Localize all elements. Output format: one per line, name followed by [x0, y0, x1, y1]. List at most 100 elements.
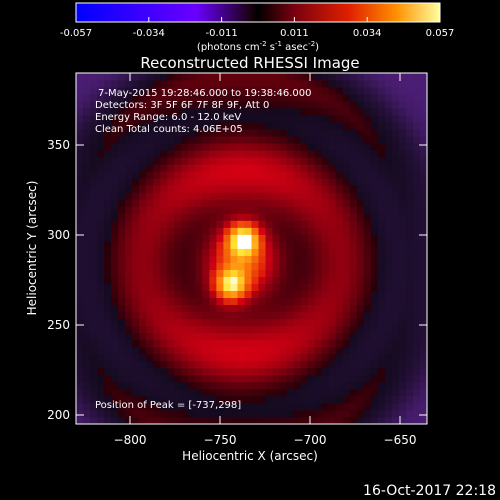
heatmap-cell — [272, 269, 280, 277]
heatmap-cell — [118, 129, 126, 137]
heatmap-cell — [104, 283, 112, 292]
heatmap-cell — [125, 227, 133, 235]
heatmap-cell — [174, 150, 182, 158]
heatmap-cell — [118, 206, 126, 214]
heatmap-cell — [139, 164, 147, 172]
heatmap-cell — [265, 143, 273, 151]
heatmap-cell — [412, 94, 421, 102]
heatmap-cell — [146, 115, 154, 123]
heatmap-cell — [188, 206, 196, 214]
heatmap-cell — [202, 227, 210, 235]
heatmap-cell — [237, 150, 245, 158]
heatmap-cell — [160, 332, 168, 341]
heatmap-cell — [244, 255, 252, 263]
heatmap-cell — [237, 241, 245, 249]
heatmap-cell — [132, 94, 140, 102]
heatmap-cell — [202, 178, 210, 186]
heatmap-cell — [391, 122, 400, 130]
heatmap-cell — [258, 73, 266, 81]
heatmap-cell — [111, 395, 119, 404]
heatmap-cell — [377, 220, 386, 228]
heatmap-cell — [398, 220, 407, 228]
heatmap-cell — [370, 346, 379, 355]
heatmap-cell — [83, 171, 91, 179]
heatmap-cell — [314, 318, 323, 327]
heatmap-cell — [265, 87, 273, 95]
heatmap-cell — [132, 269, 140, 277]
heatmap-cell — [195, 388, 203, 397]
heatmap-cell — [377, 185, 386, 193]
heatmap-cell — [223, 283, 231, 292]
heatmap-cell — [181, 297, 189, 306]
heatmap-cell — [230, 409, 238, 418]
heatmap-cell — [272, 304, 280, 313]
heatmap-cell — [216, 164, 224, 172]
heatmap-cell — [160, 206, 168, 214]
heatmap-cell — [97, 367, 105, 376]
heatmap-cell — [76, 262, 84, 270]
heatmap-cell — [244, 395, 252, 404]
heatmap-cell — [314, 234, 323, 242]
heatmap-cell — [265, 360, 273, 369]
heatmap-cell — [258, 178, 266, 186]
heatmap-cell — [244, 87, 252, 95]
heatmap-cell — [174, 360, 182, 369]
heatmap-cell — [391, 143, 400, 151]
heatmap-cell — [321, 129, 330, 137]
heatmap-cell — [251, 374, 259, 383]
heatmap-cell — [321, 367, 330, 376]
colorbar-tick-label: -0.034 — [133, 28, 165, 39]
heatmap-cell — [230, 199, 238, 207]
heatmap-cell — [195, 185, 203, 193]
heatmap-cell — [223, 80, 231, 88]
heatmap-cell — [279, 262, 287, 270]
heatmap-cell — [111, 101, 119, 109]
heatmap-cell — [209, 206, 217, 214]
heatmap-cell — [104, 402, 112, 411]
heatmap-cell — [398, 87, 407, 95]
heatmap-cell — [363, 80, 372, 88]
heatmap-cell — [181, 346, 189, 355]
heatmap-cell — [251, 360, 259, 369]
heatmap-cell — [258, 150, 266, 158]
heatmap-cell — [111, 311, 119, 320]
heatmap-cell — [272, 339, 280, 348]
heatmap-cell — [195, 178, 203, 186]
heatmap-cell — [153, 94, 161, 102]
heatmap-cell — [307, 122, 316, 130]
heatmap-cell — [251, 185, 259, 193]
heatmap-cell — [181, 122, 189, 130]
heatmap-cell — [258, 136, 266, 144]
heatmap-cell — [174, 395, 182, 404]
heatmap-cell — [188, 276, 196, 284]
heatmap-cell — [321, 143, 330, 151]
heatmap-cell — [83, 290, 91, 299]
heatmap-cell — [202, 87, 210, 95]
heatmap-cell — [293, 311, 302, 320]
heatmap-cell — [216, 220, 224, 228]
heatmap-cell — [335, 108, 344, 116]
heatmap-cell — [216, 185, 224, 193]
heatmap-cell — [307, 318, 316, 327]
heatmap-cell — [265, 108, 273, 116]
heatmap-cell — [195, 416, 203, 424]
heatmap-cell — [174, 136, 182, 144]
heatmap-cell — [363, 220, 372, 228]
heatmap-cell — [139, 115, 147, 123]
heatmap-cell — [293, 304, 302, 313]
heatmap-cell — [160, 381, 168, 390]
heatmap-cell — [391, 164, 400, 172]
heatmap-cell — [370, 290, 379, 299]
heatmap-cell — [209, 157, 217, 165]
heatmap-cell — [419, 262, 427, 270]
heatmap-cell — [342, 241, 351, 249]
heatmap-cell — [202, 318, 210, 327]
heatmap-cell — [286, 171, 295, 179]
heatmap-cell — [279, 94, 287, 102]
heatmap-cell — [300, 262, 309, 270]
heatmap-cell — [286, 150, 295, 158]
heatmap-cell — [188, 164, 196, 172]
heatmap-cell — [125, 94, 133, 102]
heatmap-cell — [391, 80, 400, 88]
heatmap-cell — [237, 108, 245, 116]
